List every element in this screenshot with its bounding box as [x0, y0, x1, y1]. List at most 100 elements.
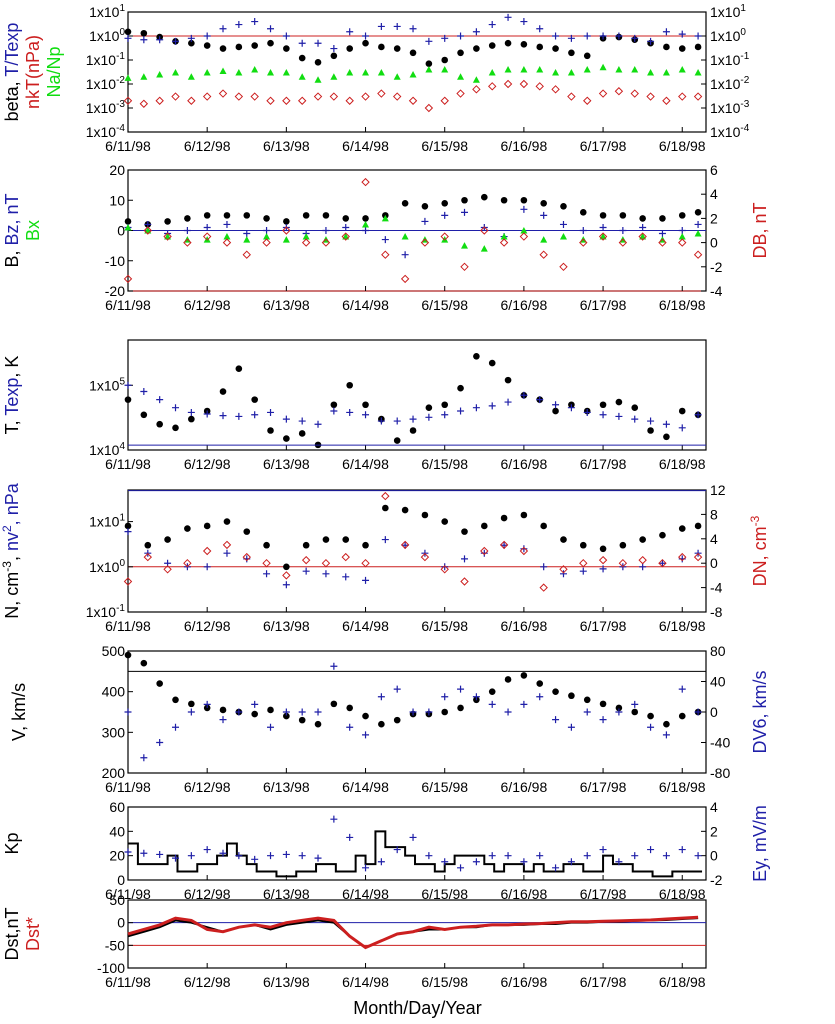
data-point: [647, 712, 654, 720]
data-point: [243, 230, 251, 238]
data-point: [202, 546, 212, 556]
data-point: [599, 63, 607, 71]
data-point: [425, 60, 433, 68]
data-point: [599, 223, 607, 231]
data-point: [377, 22, 385, 30]
y-tick-label: 500: [102, 643, 126, 659]
x-tick-label: 6/18/98: [659, 886, 706, 902]
data-point: [164, 536, 171, 543]
data-point: [441, 411, 449, 419]
data-point: [615, 412, 623, 420]
data-point: [140, 29, 148, 37]
data-point: [203, 42, 211, 49]
y-axis-label-2: nkT(nPa): [23, 35, 43, 109]
data-point: [341, 232, 350, 241]
data-point: [282, 850, 290, 858]
x-tick-label: 6/18/98: [659, 974, 706, 990]
data-point: [302, 541, 310, 549]
data-point: [480, 226, 489, 235]
data-point: [301, 238, 311, 247]
data-point: [579, 558, 588, 568]
data-point: [560, 203, 567, 210]
data-point: [519, 232, 529, 241]
data-point: [262, 238, 271, 247]
data-point: [619, 227, 627, 234]
data-point: [520, 391, 528, 399]
data-point: [362, 227, 370, 234]
data-point: [184, 525, 191, 532]
data-point: [551, 85, 560, 94]
data-point: [297, 96, 307, 105]
data-point: [559, 262, 568, 272]
data-point: [183, 227, 191, 234]
data-point: [223, 220, 231, 228]
data-point: [235, 412, 243, 420]
plot-frame: [127, 806, 707, 881]
panel-plasma-beta: 1x10-4 1x10-3 1x10-2 1x10-1 1x100 1x101 1x10-4…: [2, 3, 750, 154]
data-point: [504, 708, 512, 716]
data-point: [500, 541, 508, 549]
data-point: [647, 69, 655, 76]
data-point: [342, 536, 350, 543]
data-point: [461, 208, 469, 216]
right-y-tick-label: 4: [710, 531, 718, 547]
data-point: [124, 223, 132, 231]
data-point: [362, 220, 370, 228]
right-y-tick-label: 2: [710, 823, 718, 839]
data-point: [187, 852, 195, 860]
x-tick-label: 6/13/98: [263, 779, 310, 795]
data-point: [694, 230, 702, 237]
data-point: [400, 540, 410, 550]
data-point: [647, 723, 655, 731]
data-point: [567, 404, 575, 412]
data-point: [140, 849, 148, 857]
data-point: [234, 92, 244, 101]
data-point: [488, 688, 496, 695]
data-point: [559, 570, 567, 578]
data-point: [409, 427, 417, 434]
data-point: [314, 708, 322, 716]
x-tick-label: 6/13/98: [263, 138, 310, 154]
data-point: [314, 854, 322, 862]
data-point: [267, 69, 275, 76]
data-point: [282, 69, 290, 76]
data-point: [536, 852, 544, 860]
data-point: [330, 815, 338, 823]
data-point: [377, 69, 385, 76]
data-point: [472, 28, 480, 36]
data-point: [472, 404, 480, 412]
data-point: [203, 563, 211, 571]
x-tick-label: 6/15/98: [421, 297, 468, 313]
x-tick-label: 6/18/98: [659, 297, 706, 313]
data-point: [401, 233, 409, 240]
data-point: [171, 92, 180, 101]
data-point: [203, 32, 211, 40]
data-point: [124, 74, 132, 81]
data-point: [520, 858, 528, 866]
data-point: [235, 708, 243, 716]
x-tick-label: 6/17/98: [580, 886, 627, 902]
x-tick-label: 6/15/98: [421, 138, 468, 154]
data-point: [330, 73, 338, 80]
data-point: [377, 89, 386, 98]
y-axis-label: T, Texp, K: [2, 356, 22, 435]
y-axis-label: Dst,nT: [2, 907, 22, 960]
data-point: [619, 212, 627, 219]
data-point: [346, 28, 354, 36]
data-point: [298, 716, 306, 724]
data-point: [378, 43, 385, 51]
data-point: [421, 217, 429, 225]
y-tick-label: 200: [102, 765, 126, 781]
data-point: [263, 227, 271, 234]
data-point: [425, 708, 433, 716]
data-point: [619, 541, 627, 549]
right-y-tick-label: 6: [710, 162, 718, 178]
data-point: [251, 710, 258, 718]
data-point: [183, 238, 192, 247]
plot-frame: [127, 489, 707, 613]
data-point: [172, 854, 180, 862]
data-point: [646, 92, 655, 101]
data-point: [630, 89, 639, 98]
data-point: [341, 552, 350, 562]
data-point: [172, 696, 179, 704]
